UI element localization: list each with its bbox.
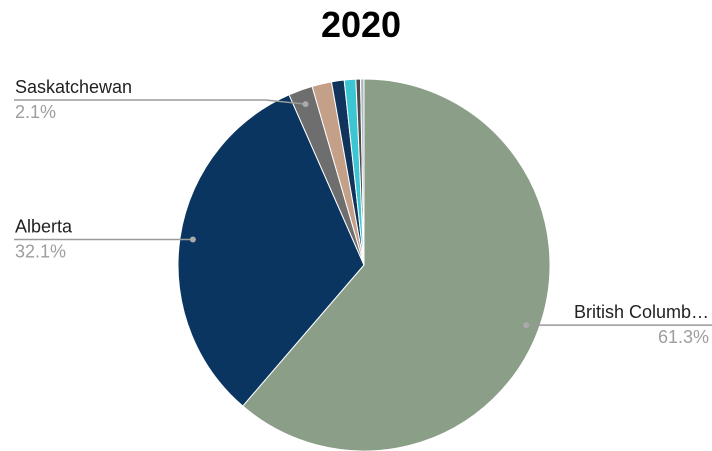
callout-leader-line bbox=[14, 99, 306, 105]
pie-slice-british-columbia bbox=[242, 78, 551, 451]
callout-label: Alberta bbox=[15, 217, 73, 237]
callout-label: British Columb… bbox=[574, 302, 709, 322]
callout-british-columbia: British Columb… 61.3% bbox=[523, 302, 712, 347]
chart-title: 2020 bbox=[321, 4, 401, 45]
callout-anchor-dot bbox=[302, 101, 309, 108]
callout-percentage: 61.3% bbox=[658, 327, 709, 347]
callout-percentage: 32.1% bbox=[15, 242, 66, 262]
pie-slices bbox=[177, 78, 551, 451]
callout-percentage: 2.1% bbox=[15, 102, 56, 122]
callout-label: Saskatchewan bbox=[15, 77, 132, 97]
pie-slice-alberta bbox=[177, 94, 365, 407]
callout-alberta: Alberta 32.1% bbox=[14, 217, 196, 262]
pie-slice-other-7 bbox=[359, 78, 365, 266]
pie-callouts: British Columb… 61.3% Alberta 32.1% Saskatch… bbox=[14, 77, 712, 347]
callout-anchor-dot bbox=[523, 322, 530, 329]
callout-anchor-dot bbox=[189, 236, 196, 243]
callout-saskatchewan: Saskatchewan 2.1% bbox=[14, 77, 309, 122]
